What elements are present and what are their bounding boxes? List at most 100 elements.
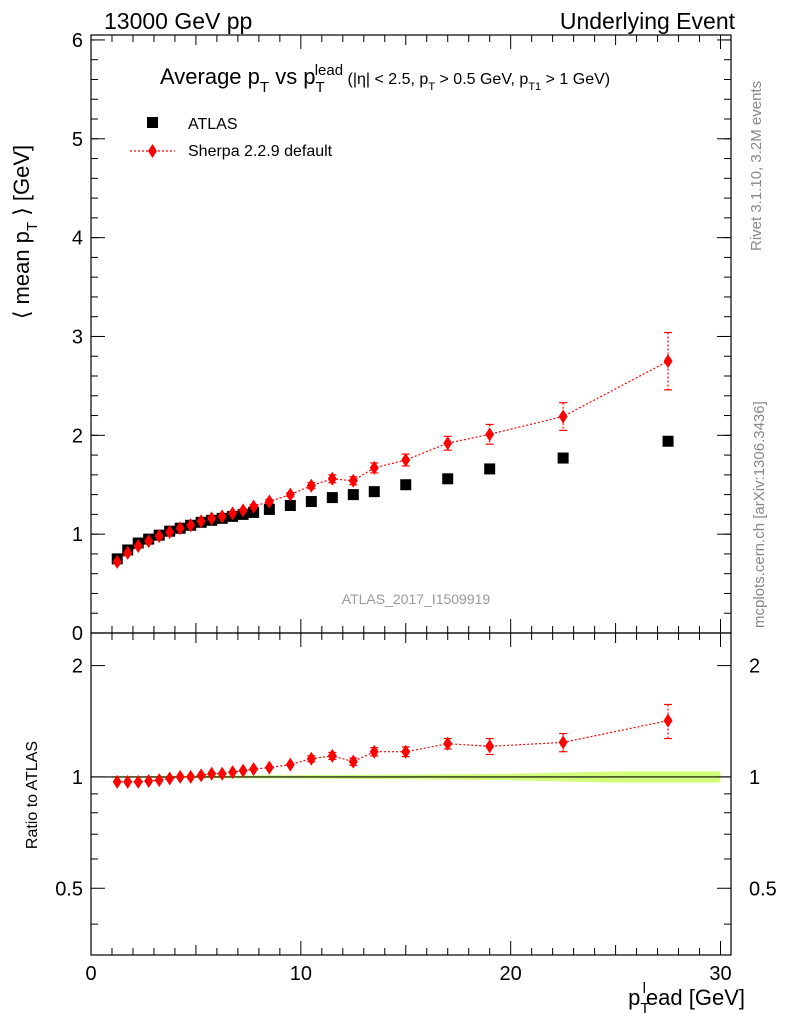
x-tick-label: 10 xyxy=(290,963,312,985)
sherpa-point xyxy=(186,518,196,533)
y-tick-label: 4 xyxy=(72,228,83,250)
atlas-point xyxy=(263,503,275,515)
sherpa-line xyxy=(116,360,669,563)
sherpa-point xyxy=(217,509,227,524)
ratio-sherpa-point xyxy=(401,744,411,759)
sherpa-point xyxy=(369,460,379,475)
x-tick-label: 20 xyxy=(500,963,522,985)
x-axis-label: pTlead [GeV] xyxy=(628,980,745,1017)
y-label-a: ⟨ mean p xyxy=(9,231,34,319)
ratio-sherpa-point xyxy=(306,751,316,766)
title-cuts-sub-b: T1 xyxy=(528,81,541,93)
mcplots-label: mcplots.cern.ch [arXiv:1306.3436] xyxy=(751,401,768,628)
y-label-b: ⟩ [GeV] xyxy=(9,145,34,222)
ratio-sherpa-point xyxy=(327,748,337,763)
ratio-y-tick-label-right: 1 xyxy=(749,767,760,789)
ratio-sherpa-point xyxy=(112,774,122,789)
ratio-sherpa-point xyxy=(186,769,196,784)
sherpa-point xyxy=(306,478,316,493)
ratio-y-tick-label: 2 xyxy=(72,656,83,678)
title-main: Average p xyxy=(160,64,260,89)
ratio-y-tick-label: 1 xyxy=(72,767,83,789)
header-right: Underlying Event xyxy=(560,8,736,34)
ratio-panel-frame xyxy=(90,632,732,956)
ratio-sherpa-point xyxy=(165,771,175,786)
ratio-sherpa-point xyxy=(264,760,274,775)
title-cuts-b: > 0.5 GeV, p xyxy=(435,71,528,88)
title-sup2: lead xyxy=(315,62,343,79)
ratio-sherpa-point xyxy=(369,744,379,759)
watermark: ATLAS_2017_I1509919 xyxy=(342,591,491,607)
x-label-b: ead [GeV] xyxy=(646,985,745,1010)
ratio-sherpa-point xyxy=(443,736,453,751)
ratio-sherpa-point xyxy=(217,766,227,781)
atlas-point xyxy=(557,452,569,464)
ratio-sherpa-point xyxy=(228,765,238,780)
atlas-point xyxy=(400,479,412,491)
title-cuts-c: > 1 GeV) xyxy=(541,71,610,88)
atlas-point xyxy=(326,492,338,504)
ratio-sherpa-point xyxy=(196,768,206,783)
sherpa-point xyxy=(112,554,122,569)
sherpa-point xyxy=(285,487,295,502)
ratio-panel-ticks: 0.5 0.51 12 20 10 20 30 xyxy=(55,633,777,985)
title-vs: vs p xyxy=(269,64,315,89)
sherpa-point xyxy=(144,534,154,549)
sherpa-point xyxy=(228,506,238,521)
y-tick-label: 1 xyxy=(72,524,83,546)
atlas-point xyxy=(347,489,359,501)
rivet-label: Rivet 3.1.10, 3.2M events xyxy=(748,81,765,251)
ratio-y-tick-label-right: 2 xyxy=(749,656,760,678)
sherpa-point xyxy=(327,471,337,486)
ratio-y-tick-label-right: 0.5 xyxy=(749,878,777,900)
sherpa-point xyxy=(264,494,274,509)
atlas-point xyxy=(662,435,674,447)
sherpa-point xyxy=(154,529,164,544)
ratio-sherpa-point xyxy=(485,739,495,754)
title-sub1: T xyxy=(260,79,269,96)
ratio-sherpa-point xyxy=(123,774,133,789)
y-tick-label: 0 xyxy=(72,623,83,645)
sherpa-point xyxy=(348,473,358,488)
title-cuts-sub-a: T xyxy=(428,81,435,93)
ratio-sherpa-point xyxy=(175,769,185,784)
ratio-sherpa-point xyxy=(238,763,248,778)
main-panel-ticks: 0 1 2 3 4 5 6 xyxy=(72,30,731,645)
legend-atlas-label: ATLAS xyxy=(188,116,238,133)
ratio-sherpa-point xyxy=(663,713,673,728)
x-tick-label: 30 xyxy=(709,963,731,985)
ratio-sherpa-point xyxy=(144,773,154,788)
sherpa-point xyxy=(133,539,143,554)
title-cuts-a: (|η| < 2.5, p xyxy=(343,71,428,88)
title-sub2: T xyxy=(316,79,325,96)
main-panel-data xyxy=(111,331,674,569)
sherpa-point xyxy=(401,453,411,468)
legend: ATLAS Sherpa 2.2.9 default xyxy=(130,116,333,160)
x-tick-label: 0 xyxy=(85,963,96,985)
ratio-sherpa-point xyxy=(285,757,295,772)
y-label-sub: T xyxy=(24,222,41,231)
y-tick-label: 5 xyxy=(72,129,83,151)
atlas-point xyxy=(368,486,380,498)
ratio-sherpa-point xyxy=(207,766,217,781)
sherpa-point xyxy=(663,354,673,369)
sherpa-point xyxy=(207,511,217,526)
x-label-sub: T xyxy=(640,1000,649,1017)
ratio-sherpa-point xyxy=(558,735,568,750)
sherpa-point xyxy=(249,499,259,514)
ratio-sherpa-point xyxy=(133,774,143,789)
x-label-sup: l xyxy=(643,980,646,997)
sherpa-point xyxy=(123,545,133,560)
legend-atlas-marker xyxy=(147,117,158,128)
sherpa-point xyxy=(443,436,453,451)
sherpa-point xyxy=(485,427,495,442)
ratio-sherpa-point xyxy=(154,773,164,788)
sherpa-point xyxy=(196,514,206,529)
ratio-y-tick-label: 0.5 xyxy=(55,878,83,900)
atlas-point xyxy=(484,463,496,475)
legend-sherpa-label: Sherpa 2.2.9 default xyxy=(188,143,333,160)
atlas-point xyxy=(305,496,317,508)
atlas-point xyxy=(442,473,454,485)
